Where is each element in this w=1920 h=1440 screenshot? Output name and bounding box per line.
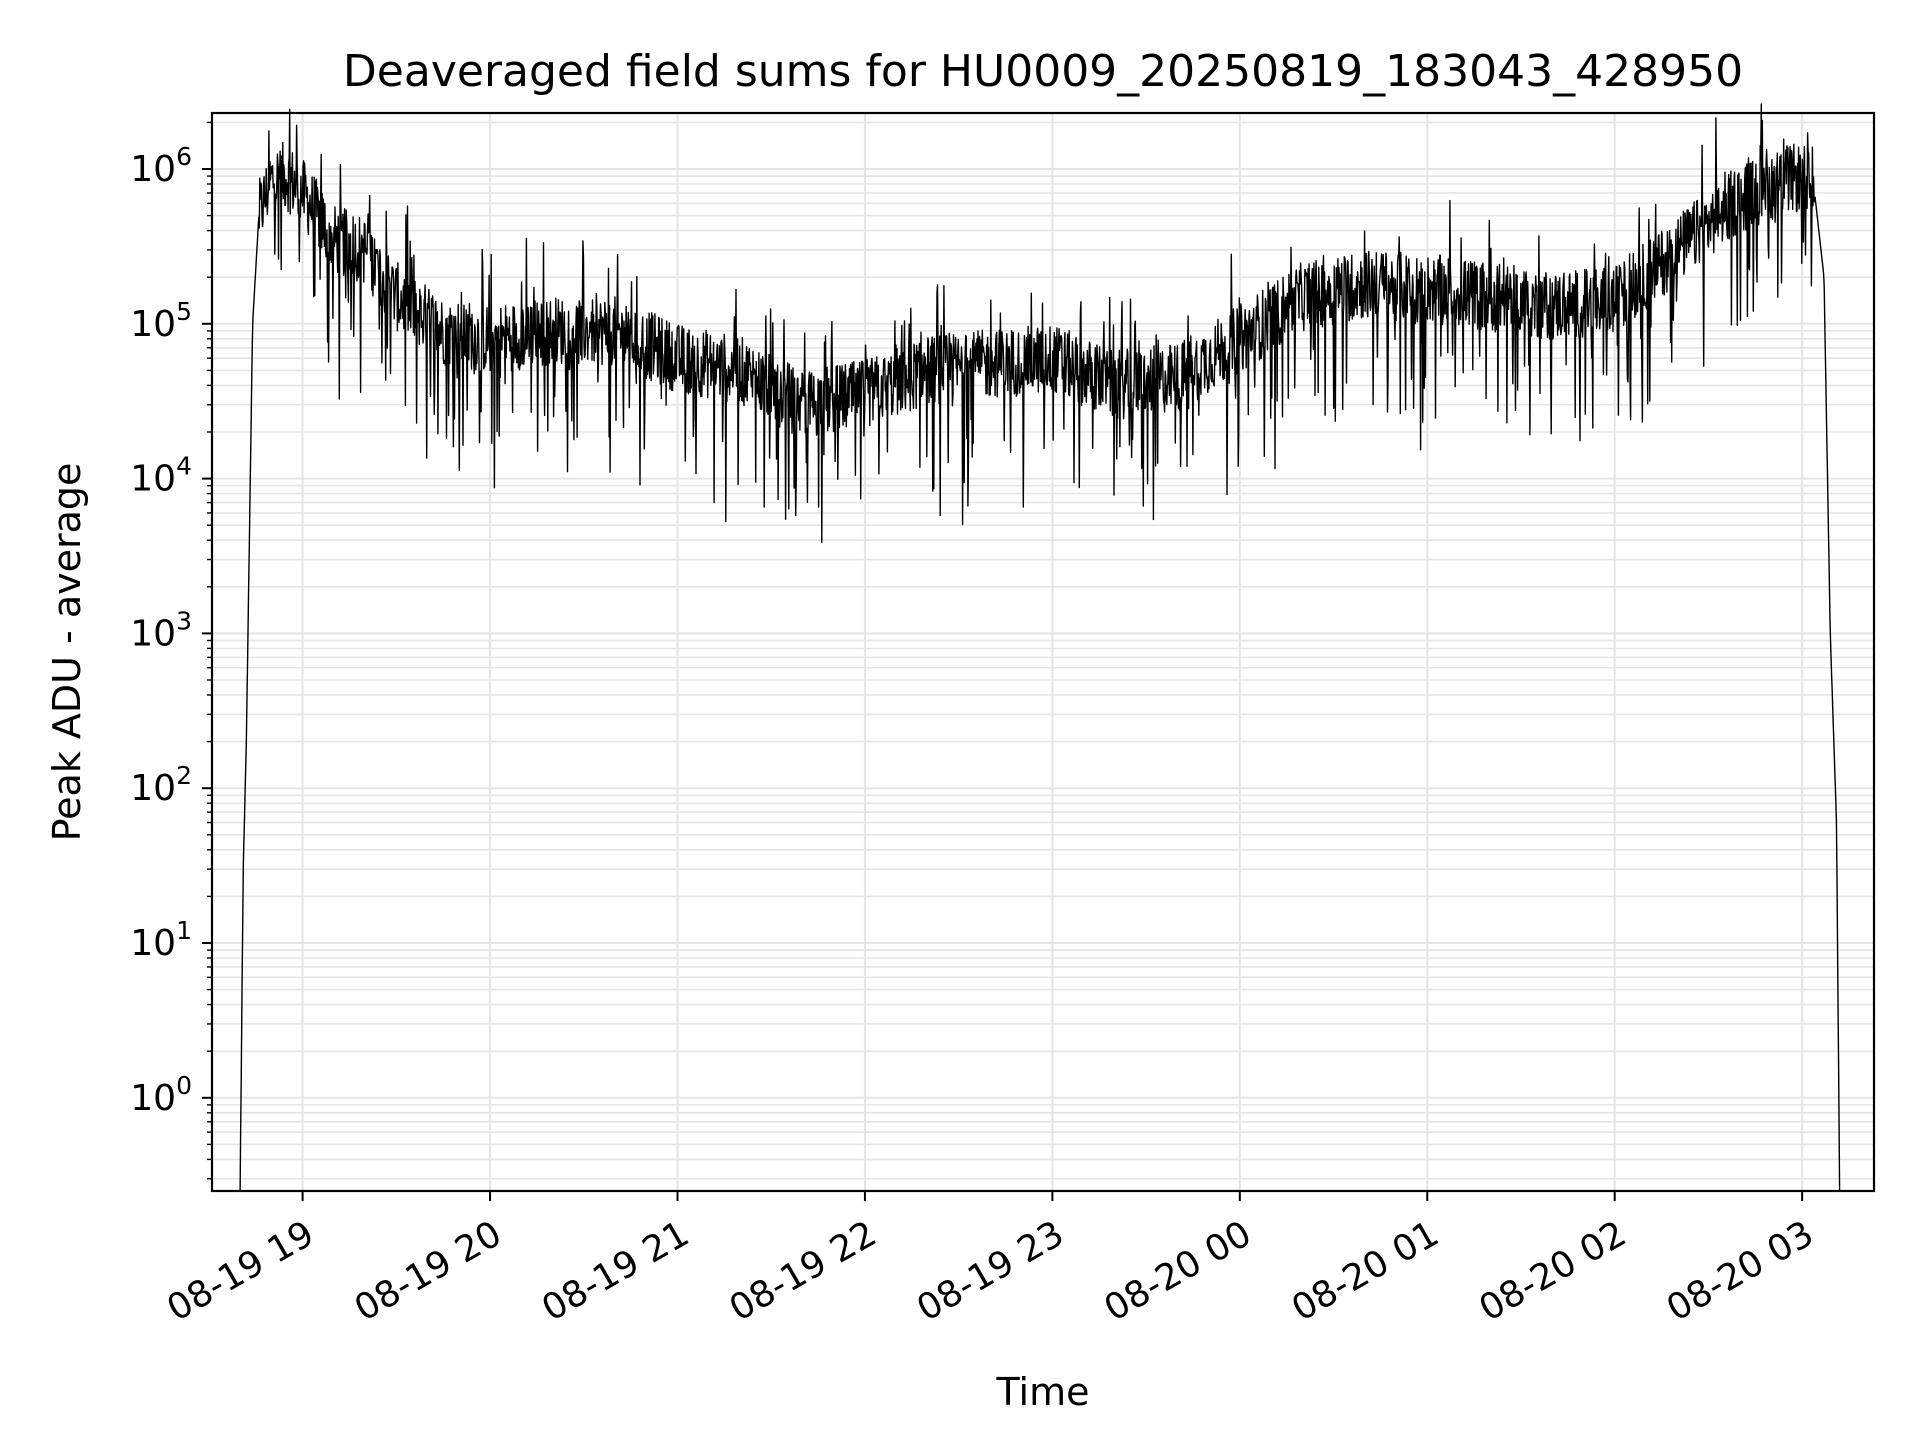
chart-title: Deaveraged field sums for HU0009_2025081…: [343, 46, 1743, 97]
x-axis-label: Time: [996, 1370, 1090, 1414]
plot-frame: [210, 111, 1876, 1193]
minor-grid: [212, 121, 1874, 1180]
series-line: [239, 103, 1841, 1192]
y-axis-label: Peak ADU - average: [45, 463, 89, 842]
